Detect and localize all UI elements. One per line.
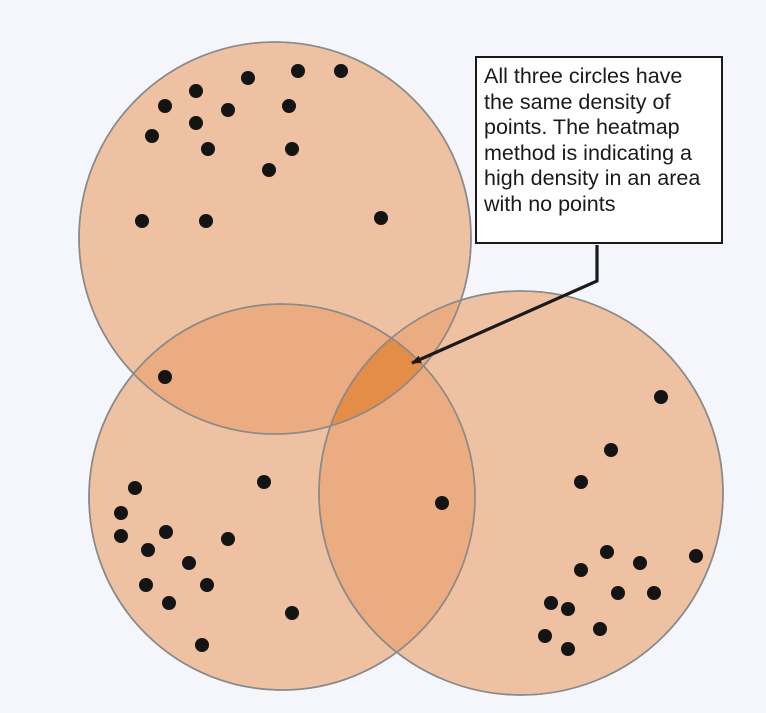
point: [561, 642, 575, 656]
point: [195, 638, 209, 652]
point: [600, 545, 614, 559]
callout-text: All three circles have the same density …: [484, 64, 701, 216]
points-group: [114, 64, 703, 656]
point: [139, 578, 153, 592]
point: [145, 129, 159, 143]
point: [574, 563, 588, 577]
point: [282, 99, 296, 113]
point: [221, 103, 235, 117]
point: [221, 532, 235, 546]
point: [435, 496, 449, 510]
circle-outlines: [78, 41, 724, 696]
point: [135, 214, 149, 228]
point: [114, 506, 128, 520]
point: [189, 116, 203, 130]
point: [257, 475, 271, 489]
callout-box: All three circles have the same density …: [475, 56, 723, 244]
point: [593, 622, 607, 636]
point: [114, 529, 128, 543]
point: [158, 99, 172, 113]
point: [538, 629, 552, 643]
point: [241, 71, 255, 85]
point: [285, 142, 299, 156]
point: [633, 556, 647, 570]
point: [647, 586, 661, 600]
point: [604, 443, 618, 457]
point: [189, 84, 203, 98]
point: [128, 481, 142, 495]
point: [262, 163, 276, 177]
point: [200, 578, 214, 592]
callout-arrow: [411, 245, 599, 365]
point: [159, 525, 173, 539]
point: [285, 606, 299, 620]
point: [182, 556, 196, 570]
point: [201, 142, 215, 156]
point: [158, 370, 172, 384]
point: [374, 211, 388, 225]
point: [334, 64, 348, 78]
point: [574, 475, 588, 489]
point: [611, 586, 625, 600]
point: [689, 549, 703, 563]
point: [544, 596, 558, 610]
point: [141, 543, 155, 557]
point: [199, 214, 213, 228]
point: [561, 602, 575, 616]
point: [162, 596, 176, 610]
point: [654, 390, 668, 404]
point: [291, 64, 305, 78]
